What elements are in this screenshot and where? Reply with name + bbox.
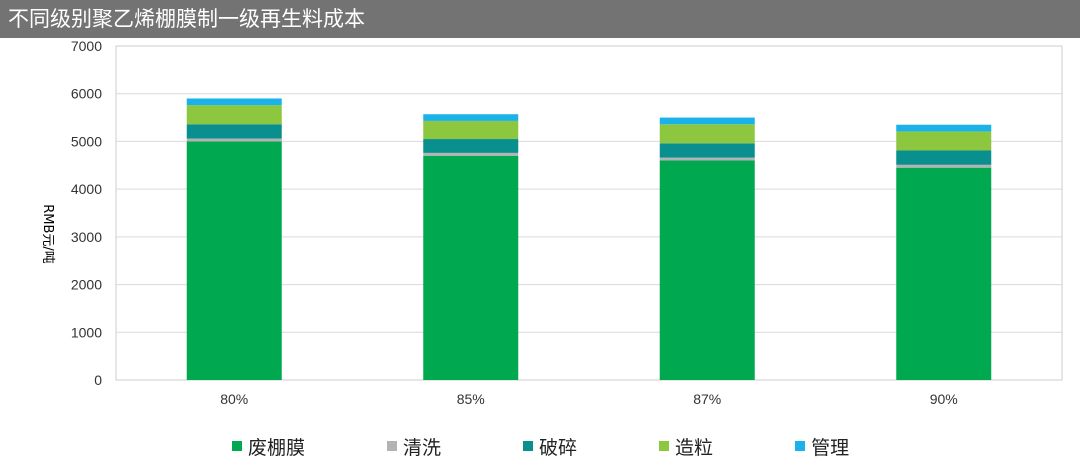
- x-tick-label: 90%: [930, 391, 958, 407]
- bar-segment: [659, 124, 755, 144]
- bar-segment: [186, 141, 282, 380]
- legend-label: 废棚膜: [248, 436, 306, 459]
- bar-segment: [423, 114, 519, 121]
- legend-item: 管理: [795, 433, 849, 459]
- bar-segment: [896, 124, 992, 132]
- y-tick-label: 2000: [71, 277, 102, 293]
- bar-segment: [423, 139, 519, 153]
- y-tick-label: 7000: [71, 38, 102, 54]
- bars: [186, 98, 992, 380]
- x-tick-label: 85%: [457, 391, 485, 407]
- bar-segment: [186, 138, 282, 142]
- plot-area: [115, 45, 1063, 381]
- bar-segment: [896, 150, 992, 165]
- legend-swatch: [232, 441, 242, 451]
- bar-segment: [186, 105, 282, 125]
- y-axis-ticks: 0 1000 2000 3000 4000 5000 6000 7000: [71, 38, 102, 388]
- legend-swatch: [795, 441, 806, 451]
- legend-swatch: [659, 441, 670, 451]
- bar-segment: [186, 98, 282, 106]
- bar-segment: [659, 143, 755, 158]
- legend-label: 破碎: [539, 436, 578, 459]
- bar-segment: [423, 155, 519, 380]
- y-tick-label: 4000: [71, 181, 102, 197]
- chart-title: 不同级别聚乙烯棚膜制一级再生料成本: [0, 0, 1080, 38]
- x-tick-label: 87%: [693, 391, 721, 407]
- legend-swatch: [523, 441, 534, 451]
- x-axis-ticks: 80% 85% 87% 90%: [220, 391, 958, 407]
- y-tick-label: 0: [94, 372, 102, 388]
- bar-segment: [659, 160, 755, 380]
- legend-label: 清洗: [403, 436, 442, 459]
- x-tick-label: 80%: [220, 391, 248, 407]
- bar-segment: [423, 152, 519, 156]
- legend-item: 废棚膜: [232, 433, 305, 459]
- y-tick-label: 1000: [71, 324, 102, 340]
- legend-item: 破碎: [523, 433, 577, 459]
- bar-segment: [423, 120, 519, 140]
- bar-segment: [659, 117, 755, 125]
- bar-segment: [896, 167, 992, 380]
- legend: 废棚膜 清洗 破碎 造粒 管理: [232, 433, 931, 459]
- bar-segment: [896, 164, 992, 168]
- y-tick-label: 5000: [71, 133, 102, 149]
- stacked-bar-chart: 0 1000 2000 3000 4000 5000 6000 7000 80% 85% 87% 9…: [40, 38, 1063, 407]
- y-axis-label: RMB元/吨: [40, 204, 55, 264]
- legend-item: 造粒: [659, 433, 713, 459]
- legend-label: 管理: [811, 436, 850, 459]
- y-tick-label: 6000: [71, 86, 102, 102]
- bar-segment: [659, 157, 755, 161]
- y-tick-label: 3000: [71, 229, 102, 245]
- bar-segment: [186, 124, 282, 139]
- legend-item: 清洗: [387, 433, 441, 459]
- bar-segment: [896, 131, 992, 151]
- legend-swatch: [387, 441, 398, 451]
- legend-label: 造粒: [675, 436, 714, 459]
